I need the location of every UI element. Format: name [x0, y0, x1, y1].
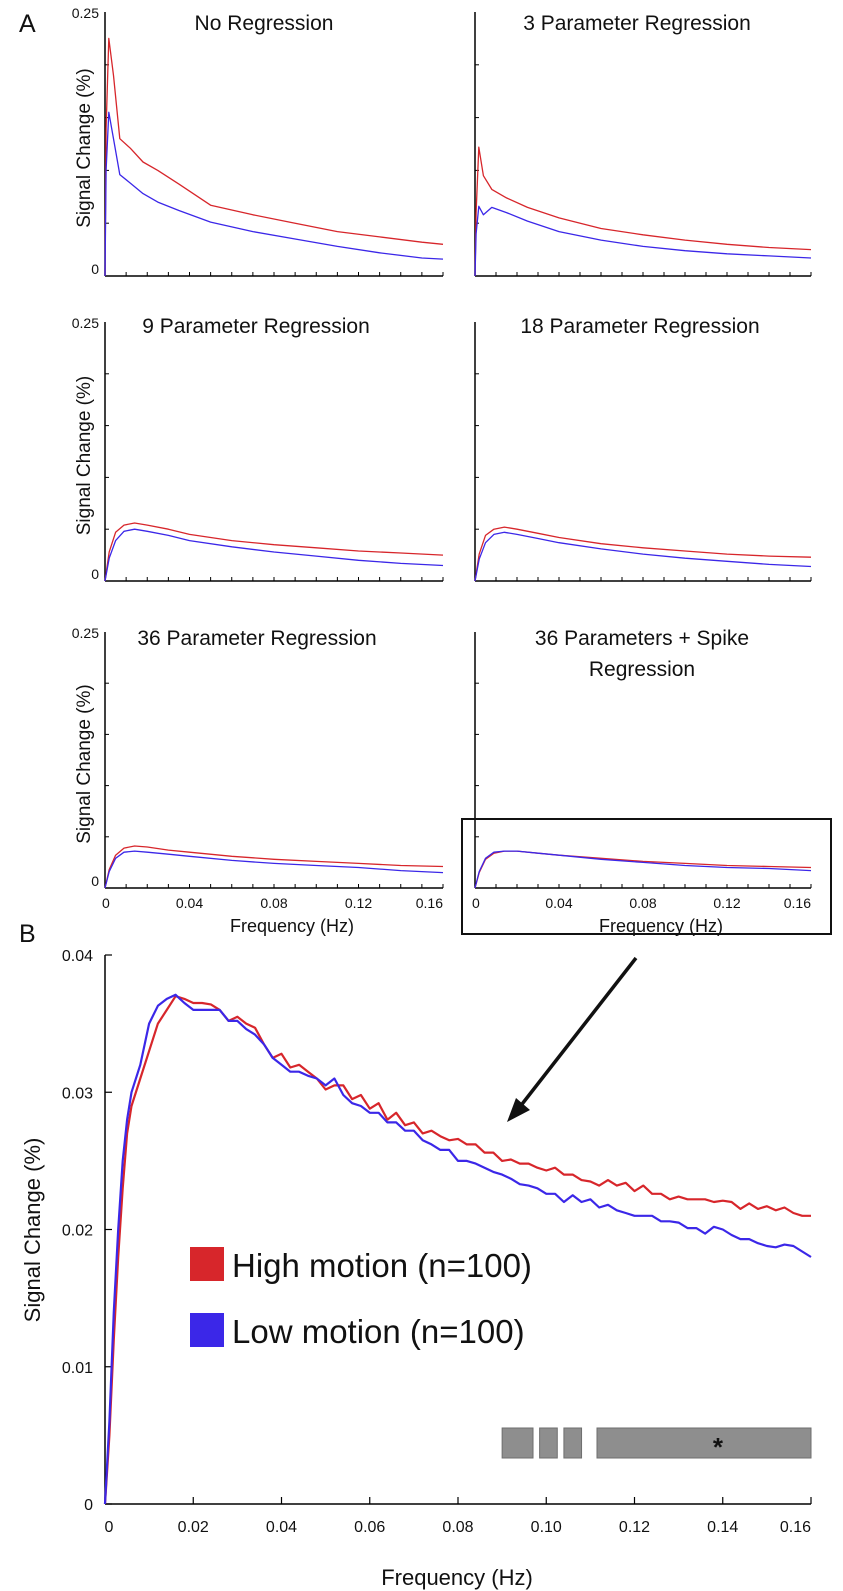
panel-title: 18 Parameter Regression: [520, 315, 759, 338]
x-tick-label: 0.16: [784, 895, 811, 911]
x-tick-label: 0.04: [266, 1519, 297, 1536]
y-tick-label: 0.25: [72, 315, 99, 331]
panel-a4: 18 Parameter Regression: [474, 315, 812, 582]
y-axis-label: Signal Change (%): [74, 684, 95, 843]
x-axis-label: Frequency (Hz): [599, 916, 723, 936]
x-tick-label: 0: [105, 1519, 114, 1536]
y-tick-label: 0.25: [72, 5, 99, 21]
y-tick-label: 0: [84, 1497, 93, 1514]
zoom-arrow-head: [507, 1098, 530, 1122]
y-tick-label: 0.01: [62, 1360, 93, 1377]
series-line-high: [104, 522, 444, 582]
panel-a5: 0.25 00 0.04 0.08 0.12 0.16 36 Parameter Regre…: [72, 625, 444, 936]
panel-a6: 0 0.04 0.08 0.12 0.16 36 Parameters + Spike Re…: [472, 627, 812, 936]
panel-a2: 3 Parameter Regression: [474, 12, 812, 277]
legend-label-low: Low motion (n=100): [232, 1313, 525, 1350]
y-tick-label: 0: [91, 566, 99, 582]
panel-title: 36 Parameters + Spike: [535, 627, 749, 650]
significance-bar: [596, 1427, 812, 1459]
panel-a3: 0.25 0 9 Parameter Regression Signal Change…: [72, 315, 444, 582]
y-tick-label: 0.25: [72, 625, 99, 641]
plots-layer: 0.25 0 No Regression Signal Change (%) 3 Par…: [20, 5, 812, 1590]
x-tick-label: 0.04: [545, 895, 572, 911]
zoom-arrow-shaft: [517, 956, 638, 1110]
series-line-high: [103, 995, 811, 1505]
panel-title: 3 Parameter Regression: [523, 12, 751, 35]
significance-bar: [501, 1427, 534, 1459]
x-tick-label: 0: [472, 895, 480, 911]
x-tick-label: 0.14: [707, 1519, 738, 1536]
series-line-low: [104, 528, 444, 582]
series-line-low: [104, 850, 444, 889]
x-tick-label: 0.12: [345, 895, 372, 911]
y-axis-label: Signal Change (%): [74, 68, 95, 227]
x-tick-label: 0.16: [780, 1519, 811, 1536]
x-tick-label: 0.06: [354, 1519, 385, 1536]
legend-swatch-high: [190, 1247, 224, 1281]
series-line-high: [474, 146, 812, 277]
x-tick-label: 0.08: [442, 1519, 473, 1536]
series-line-high: [104, 37, 444, 277]
y-tick-label: 0: [91, 873, 99, 889]
x-tick-label: 0.08: [629, 895, 656, 911]
series-line-low: [474, 531, 812, 582]
panel-b: 0 0.01 0.02 0.03 0.04 0 0.02 0.04 0.06 0.08 0.10 0.…: [20, 948, 812, 1590]
panel-a-label: A: [19, 10, 36, 38]
x-tick-label: 0: [102, 895, 110, 911]
panel-title: 36 Parameter Regression: [137, 627, 376, 650]
y-tick-label: 0.02: [62, 1223, 93, 1240]
y-axis-label: Signal Change (%): [20, 1138, 45, 1323]
x-tick-label: 0.12: [713, 895, 740, 911]
significance-bar: [539, 1427, 558, 1459]
x-tick-label: 0.10: [531, 1519, 562, 1536]
panel-title: No Regression: [195, 12, 334, 35]
panel-a1: 0.25 0 No Regression Signal Change (%): [72, 5, 444, 277]
zoom-box: [461, 818, 832, 935]
legend: High motion (n=100) Low motion (n=100): [190, 1247, 532, 1350]
legend-label-high: High motion (n=100): [232, 1247, 532, 1284]
annotation-layer: [461, 818, 832, 1122]
x-tick-label: 0.04: [176, 895, 203, 911]
significance-bar: [563, 1427, 583, 1459]
series-line-low: [474, 205, 812, 277]
series-line-high: [474, 850, 812, 889]
y-tick-label: 0: [91, 261, 99, 277]
series-line-high: [104, 845, 444, 889]
panel-b-label: B: [19, 920, 36, 948]
significance-marker: *: [713, 1432, 724, 1462]
panel-title: Regression: [589, 658, 695, 681]
y-tick-label: 0.03: [62, 1085, 93, 1102]
y-axis-label: Signal Change (%): [74, 376, 95, 535]
x-tick-label: 0.12: [619, 1519, 650, 1536]
x-tick-label: 0.08: [260, 895, 287, 911]
series-line-low: [104, 111, 444, 277]
legend-swatch-low: [190, 1313, 224, 1347]
x-tick-label: 0.02: [178, 1519, 209, 1536]
panel-title: 9 Parameter Regression: [142, 315, 370, 338]
x-tick-label: 0.16: [416, 895, 443, 911]
series-line-low: [103, 993, 812, 1505]
series-line-low: [474, 850, 812, 889]
x-axis-label: Frequency (Hz): [230, 916, 354, 936]
y-tick-label: 0.04: [62, 948, 93, 965]
series-line-high: [474, 526, 812, 582]
x-axis-label: Frequency (Hz): [381, 1565, 533, 1590]
